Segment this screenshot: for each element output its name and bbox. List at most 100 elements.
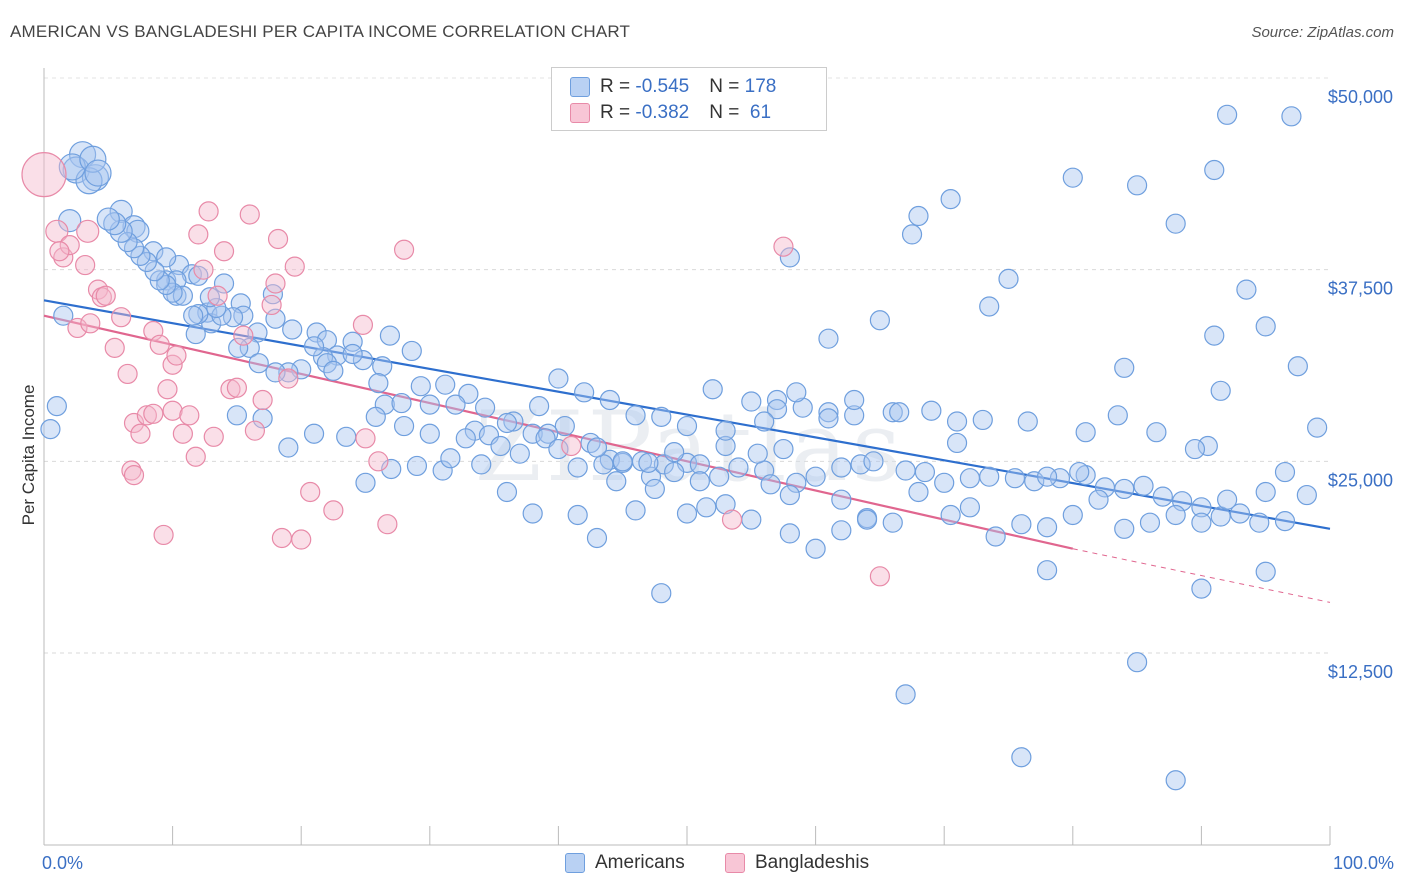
american-point bbox=[805, 538, 826, 559]
american-point bbox=[410, 376, 431, 397]
bangladeshi-point bbox=[261, 294, 282, 316]
legend-r-value: -0.545 bbox=[635, 76, 690, 97]
american-point bbox=[741, 509, 762, 530]
bottom-legend-swatch-americans bbox=[565, 853, 585, 873]
trend-line-americans bbox=[43, 299, 1331, 530]
american-point bbox=[908, 205, 929, 227]
bangladeshi-point bbox=[300, 481, 321, 503]
american-point bbox=[715, 494, 736, 515]
bottom-legend-americans[interactable]: Americans bbox=[565, 852, 685, 874]
american-point bbox=[136, 251, 157, 273]
bangladeshi-point bbox=[368, 451, 389, 472]
american-point bbox=[1296, 484, 1317, 506]
american-point bbox=[863, 451, 884, 472]
american-point bbox=[419, 394, 440, 415]
american-point bbox=[689, 471, 710, 492]
bottom-legend-label-americans: Americans bbox=[595, 852, 685, 873]
american-point bbox=[342, 331, 363, 352]
bangladeshi-point bbox=[162, 400, 183, 421]
bangladeshi-point bbox=[179, 405, 200, 426]
american-point bbox=[199, 287, 220, 308]
american-point bbox=[554, 415, 575, 437]
bangladeshi-point bbox=[166, 345, 187, 366]
american-point bbox=[921, 400, 942, 421]
american-point bbox=[895, 684, 916, 705]
legend-r-label: R = bbox=[600, 76, 636, 97]
bangladeshi-point bbox=[75, 254, 96, 276]
y-tick-labels: $12,500 $25,000 $37,500 $50,000 bbox=[1328, 87, 1393, 682]
bangladeshi-point bbox=[393, 239, 415, 260]
american-point bbox=[84, 159, 112, 187]
american-point bbox=[1204, 325, 1225, 346]
american-point bbox=[586, 527, 608, 549]
american-point bbox=[1197, 435, 1218, 457]
american-point bbox=[355, 472, 376, 493]
bangladeshi-point bbox=[143, 403, 164, 424]
american-point bbox=[248, 353, 269, 374]
american-point bbox=[1287, 356, 1308, 377]
american-point bbox=[342, 343, 363, 365]
american-point bbox=[914, 461, 936, 483]
series-bangladeshis bbox=[21, 152, 891, 587]
american-point bbox=[183, 305, 204, 326]
gridlines bbox=[44, 77, 1330, 654]
bangladeshi-point bbox=[561, 435, 582, 457]
american-point bbox=[109, 219, 133, 243]
american-point bbox=[1011, 747, 1032, 768]
bangladeshi-point bbox=[185, 446, 206, 467]
american-point bbox=[1036, 560, 1058, 581]
bangladeshi-point bbox=[21, 152, 67, 198]
american-point bbox=[1146, 422, 1167, 443]
american-point bbox=[1255, 561, 1276, 582]
bangladeshi-point bbox=[153, 524, 174, 546]
american-point bbox=[1229, 503, 1251, 524]
american-point bbox=[625, 405, 646, 426]
american-point bbox=[213, 273, 235, 294]
american-point bbox=[1036, 517, 1058, 538]
american-point bbox=[831, 489, 852, 510]
bangladeshi-point bbox=[233, 325, 254, 346]
american-point bbox=[651, 406, 672, 427]
american-point bbox=[702, 379, 723, 400]
american-point bbox=[1011, 514, 1032, 535]
legend-n-value: 61 bbox=[744, 102, 772, 123]
american-point bbox=[1114, 357, 1135, 378]
bangladeshi-point bbox=[323, 500, 344, 521]
american-point bbox=[282, 319, 303, 340]
american-point bbox=[805, 466, 826, 487]
american-point bbox=[233, 305, 254, 326]
bangladeshi-point bbox=[239, 204, 260, 225]
american-point bbox=[1088, 489, 1109, 510]
american-point bbox=[715, 435, 736, 457]
bangladeshi-point bbox=[252, 389, 273, 411]
legend-swatch-americans bbox=[570, 77, 590, 97]
american-point bbox=[574, 382, 595, 403]
y-tick-label: $12,500 bbox=[1328, 662, 1393, 682]
american-point bbox=[522, 423, 543, 444]
american-point bbox=[844, 389, 865, 411]
american-point bbox=[440, 448, 461, 469]
american-point bbox=[123, 238, 145, 259]
bottom-legend-bangladeshis[interactable]: Bangladeshis bbox=[725, 852, 869, 874]
american-point bbox=[548, 438, 569, 460]
american-point bbox=[1114, 518, 1135, 539]
american-point bbox=[818, 402, 839, 423]
american-point bbox=[895, 460, 916, 481]
american-point bbox=[46, 396, 67, 417]
american-point bbox=[1062, 167, 1083, 188]
bangladeshi-point bbox=[172, 423, 193, 444]
american-point bbox=[323, 360, 344, 381]
american-point bbox=[336, 426, 357, 447]
american-point bbox=[1024, 471, 1045, 492]
american-point bbox=[689, 454, 710, 475]
american-point bbox=[1165, 504, 1186, 526]
american-point bbox=[1255, 481, 1276, 503]
american-point bbox=[548, 368, 569, 389]
legend-r-label: R = bbox=[600, 102, 636, 123]
watermark: ZIPatlas bbox=[475, 391, 905, 503]
american-point bbox=[79, 145, 107, 173]
american-point bbox=[1114, 478, 1135, 500]
american-point bbox=[728, 457, 749, 478]
american-point bbox=[40, 419, 61, 440]
american-point bbox=[303, 423, 325, 444]
